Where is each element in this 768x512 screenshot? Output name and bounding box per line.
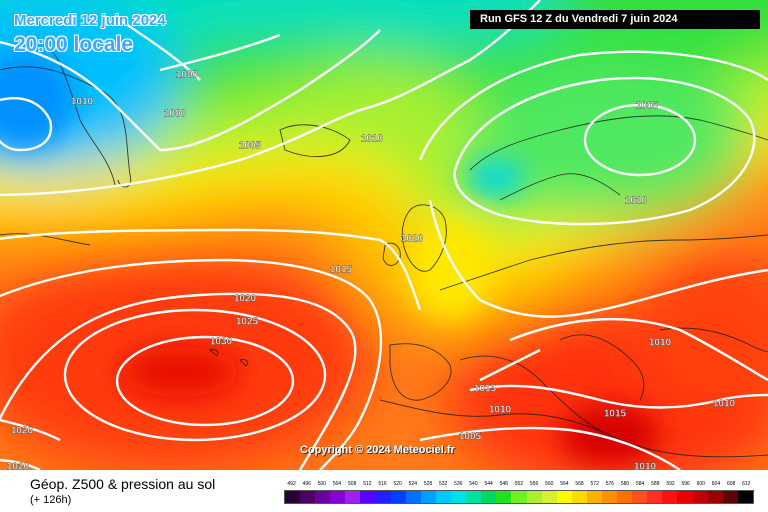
model-run-label: Run GFS 12 Z du Vendredi 7 juin 2024	[470, 10, 760, 29]
isobar-label: 1005	[239, 141, 262, 152]
isobar-label: 1020	[11, 426, 34, 437]
scale-label: 608	[726, 481, 736, 487]
isobar-label: 1020	[234, 294, 257, 305]
scale-swatch	[662, 491, 678, 503]
scale-swatch	[692, 491, 708, 503]
color-scale	[284, 490, 754, 504]
isobar-label: 1030	[210, 337, 233, 348]
scale-swatch	[722, 491, 738, 503]
isobar-label: 1020	[401, 234, 424, 245]
color-scale-labels: 492 496 500 504 508 512 516 520 524 528 532 536 540 5…	[284, 479, 754, 489]
isobar-label: 1020	[7, 462, 30, 470]
scale-label: 560	[545, 481, 554, 487]
scale-label: 564	[560, 481, 569, 487]
scale-swatch	[420, 491, 436, 503]
scale-label: 500	[317, 481, 327, 487]
scale-swatch	[390, 491, 406, 503]
isobar-label: 1010	[361, 134, 384, 145]
scale-label: 540	[469, 481, 478, 487]
isobar-label: 1000	[176, 70, 199, 81]
isobar-label: 1025	[236, 317, 259, 328]
isobar-labels: 1000 1000 1010 1005 1010 1005 1010 1020 1015 1020…	[7, 69, 736, 470]
scale-label: 600	[696, 481, 705, 487]
forecast-date-label: Mercredi 12 juin 2024	[14, 12, 166, 29]
scale-swatch	[466, 491, 482, 503]
scale-label: 580	[620, 481, 630, 487]
scale-label: 508	[348, 481, 357, 487]
scale-swatch	[632, 491, 648, 503]
isobar-label: 1015	[474, 384, 497, 395]
scale-swatch	[315, 491, 331, 503]
isobar-label: 1010	[649, 338, 672, 349]
scale-label: 528	[423, 481, 433, 487]
isobar-label: 1010	[489, 405, 512, 416]
scale-swatch	[677, 491, 693, 503]
scale-label: 588	[651, 481, 660, 487]
legend-subtitle: (+ 126h)	[30, 494, 72, 506]
isobar-label: 1005	[636, 101, 659, 112]
scale-swatch	[285, 491, 301, 503]
scale-label: 520	[393, 481, 402, 487]
scale-swatch	[300, 491, 316, 503]
scale-swatch	[556, 491, 572, 503]
scale-swatch	[707, 491, 723, 503]
scale-label: 524	[408, 481, 417, 487]
scale-swatch	[737, 491, 753, 503]
scale-label: 576	[605, 481, 615, 487]
scale-label: 504	[332, 481, 342, 487]
isobar-label: 1005	[459, 432, 482, 443]
scale-label: 612	[742, 481, 751, 487]
scale-swatch	[481, 491, 497, 503]
scale-label: 592	[666, 481, 675, 487]
scale-swatch	[571, 491, 587, 503]
scale-label: 552	[514, 481, 524, 487]
scale-swatch	[601, 491, 618, 503]
geopotential-pressure-map: 1000 1000 1010 1005 1010 1005 1010 1020 1015 1020…	[0, 0, 768, 470]
legend-title: Géop. Z500 & pression au sol	[30, 476, 216, 492]
scale-label: 548	[499, 481, 508, 487]
scale-swatch	[617, 491, 633, 503]
isobar-label: 1010	[71, 97, 94, 108]
scale-label: 584	[636, 481, 645, 487]
scale-swatch	[375, 491, 391, 503]
isobar-label: 1015	[604, 409, 627, 420]
scale-swatch	[345, 491, 361, 503]
scale-swatch	[647, 491, 663, 503]
scale-label: 568	[575, 481, 584, 487]
scale-swatch	[586, 491, 602, 503]
scale-swatch	[435, 491, 452, 503]
isobar-label: 1010	[634, 462, 657, 470]
scale-swatch	[526, 491, 542, 503]
scale-label: 496	[302, 481, 311, 487]
copyright-label: Copyright © 2024 Meteociel.fr	[300, 444, 455, 456]
scale-label: 516	[378, 481, 387, 487]
isobar-label: 1010	[625, 196, 648, 207]
scale-swatch	[511, 491, 527, 503]
legend-bar: Géop. Z500 & pression au sol (+ 126h) 49…	[0, 470, 768, 512]
scale-label: 492	[287, 481, 296, 487]
isobar-label: 1000	[164, 109, 187, 120]
scale-label: 604	[711, 481, 721, 487]
scale-label: 544	[484, 481, 493, 487]
scale-label: 556	[529, 481, 539, 487]
scale-swatch	[541, 491, 557, 503]
scale-swatch	[330, 491, 346, 503]
scale-label: 572	[590, 481, 599, 487]
scale-label: 536	[454, 481, 463, 487]
isobar-label: 1010	[713, 399, 736, 410]
scale-label: 512	[363, 481, 372, 487]
scale-swatch	[451, 491, 467, 503]
scale-swatch	[405, 491, 421, 503]
isobar-label: 1015	[330, 265, 353, 276]
scale-label: 596	[681, 481, 690, 487]
scale-label: 532	[438, 481, 448, 487]
scale-swatch	[360, 491, 376, 503]
scale-swatch	[496, 491, 512, 503]
forecast-time-label: 20:00 locale	[14, 33, 134, 56]
